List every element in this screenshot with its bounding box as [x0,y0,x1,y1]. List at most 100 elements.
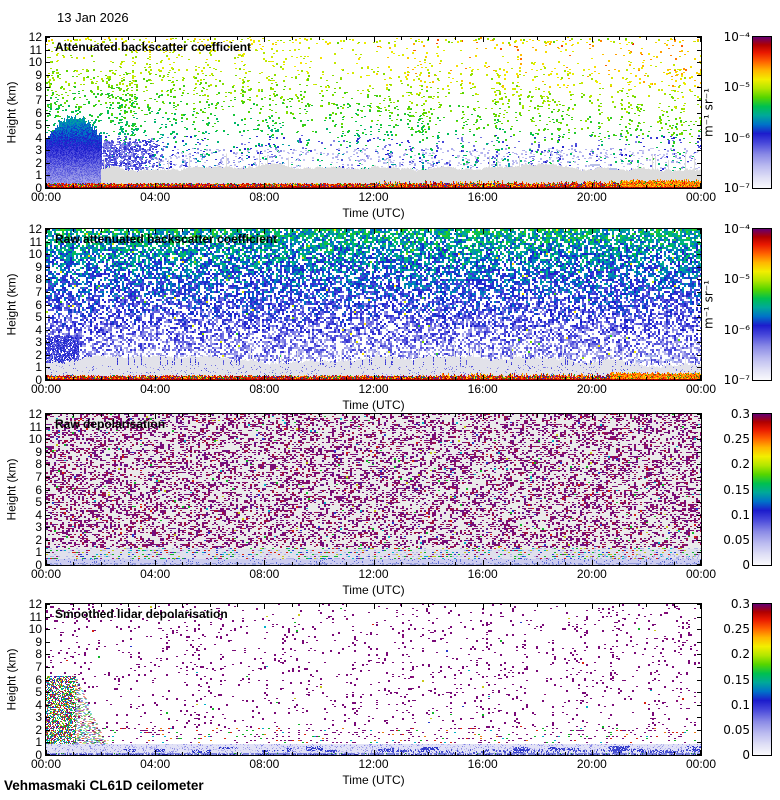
y-tick-label: 2 [35,347,42,362]
x-tick-label: 16:00 [467,190,498,204]
y-tick-label: 7 [35,659,42,674]
y-tick-label: 3 [35,520,42,535]
panel-raw-backscatter: Height (km) 12 11 10 9 8 7 6 5 4 3 2 1 0 Raw attenua… [0,222,780,412]
panel-raw-depolarisation: Height (km) 12 11 10 9 8 7 6 5 4 3 2 1 0 Raw depolar… [0,407,780,597]
x-tick-label: 16:00 [467,757,498,771]
x-tick-label: 04:00 [140,567,171,581]
y-tick-label: 1 [35,168,42,183]
x-tick-label: 04:00 [140,382,171,396]
y-tick-label: 8 [35,272,42,287]
y-tick-label: 9 [35,67,42,82]
y-axis-ticks: 12 11 10 9 8 7 6 5 4 3 2 1 0 [20,222,42,387]
x-tick-label: 00:00 [685,567,717,581]
x-tick-label: 08:00 [249,382,280,396]
colorbar-tick-labels: 0.3 0.25 0.2 0.15 0.1 0.05 0 [690,597,750,762]
plot-area: Raw depolarisation [45,413,702,566]
x-tick-label: 00:00 [685,757,717,771]
y-axis-ticks: 12 11 10 9 8 7 6 5 4 3 2 1 0 [20,30,42,195]
y-tick-label: 1 [35,545,42,560]
colorbar-tick-label: 0.25 [723,432,750,447]
plot-area: Attenuated backscatter coefficient [45,36,702,189]
y-tick-label: 4 [35,697,42,712]
y-tick-label: 0 [35,748,42,762]
x-tick-label: 00:00 [30,382,62,396]
x-tick-label: 16:00 [467,382,498,396]
y-axis-ticks: 12 11 10 9 8 7 6 5 4 3 2 1 0 [20,597,42,762]
x-axis-ticks: 00:00 04:00 08:00 12:00 16:00 20:00 00:00 [31,757,716,771]
y-tick-label: 12 [28,597,42,611]
y-tick-label: 7 [35,469,42,484]
colorbar-tick-label: 10⁻⁷ [723,181,750,195]
y-tick-label: 5 [35,310,42,325]
colorbar-tick-label: 0.25 [723,622,750,637]
y-axis-ticks: 12 11 10 9 8 7 6 5 4 3 2 1 0 [20,407,42,572]
colorbar [752,603,772,756]
colorbar-tick-label: 0.2 [730,647,750,662]
x-axis-label: Time (UTC) [342,583,405,597]
colorbar-tick-label: 10⁻⁵ [723,272,750,287]
y-tick-label: 3 [35,143,42,158]
colorbar-tick-label: 0.3 [730,597,750,611]
y-tick-label: 8 [35,647,42,662]
x-tick-label: 20:00 [576,382,607,396]
y-tick-label: 10 [28,622,42,637]
y-tick-label: 2 [35,722,42,737]
y-tick-label: 9 [35,259,42,274]
y-tick-label: 1 [35,735,42,750]
colorbar-tick-labels: 0.3 0.25 0.2 0.15 0.1 0.05 0 [690,407,750,572]
y-tick-label: 0 [35,373,42,387]
y-tick-label: 7 [35,92,42,107]
plot-title: Raw depolarisation [55,417,166,431]
y-tick-label: 0 [35,558,42,572]
y-tick-label: 10 [28,55,42,70]
colorbar-tick-labels: 10⁻⁴ 10⁻⁵ 10⁻⁶ 10⁻⁷ [690,222,750,387]
y-tick-label: 11 [29,42,42,57]
y-tick-label: 0 [35,181,42,195]
plot-title: Smoothed lidar depolarisation [55,607,228,621]
y-tick-label: 7 [35,284,42,299]
y-tick-label: 12 [28,222,42,236]
x-tick-label: 12:00 [358,757,389,771]
x-tick-label: 12:00 [358,382,389,396]
colorbar-tick-label: 0.05 [723,722,750,737]
x-tick-label: 20:00 [576,757,607,771]
plot-title: Raw attenuated backscatter coefficient [55,232,278,246]
x-tick-label: 00:00 [30,190,62,204]
x-tick-label: 20:00 [576,190,607,204]
y-tick-label: 1 [35,360,42,375]
colorbar-tick-label: 0 [742,558,750,572]
colorbar-tick-label: 10⁻⁶ [723,130,750,145]
x-tick-label: 12:00 [358,567,389,581]
y-axis-label: Height (km) [4,648,19,711]
colorbar [752,36,772,189]
panel-smoothed-depolarisation: Height (km) 12 11 10 9 8 7 6 5 4 3 2 1 0 Smoothed li… [0,597,780,787]
y-tick-label: 10 [28,247,42,262]
colorbar-tick-label: 0.1 [730,507,750,522]
colorbar-canvas [753,604,771,755]
colorbar-unit-label: m⁻¹ sr⁻¹ [701,88,716,137]
x-tick-label: 20:00 [576,567,607,581]
x-tick-label: 00:00 [30,567,62,581]
colorbar-tick-label: 0.3 [730,407,750,421]
x-tick-label: 04:00 [140,757,171,771]
y-tick-label: 12 [28,407,42,421]
colorbar-tick-label: 10⁻⁴ [723,30,750,44]
y-tick-label: 3 [35,335,42,350]
colorbar-canvas [753,414,771,565]
x-tick-label: 08:00 [249,757,280,771]
colorbar-tick-label: 10⁻⁵ [723,80,750,95]
y-tick-label: 12 [28,30,42,44]
colorbar-tick-label: 10⁻⁷ [723,373,750,387]
heatmap-canvas [46,229,701,380]
colorbar-canvas [753,37,771,188]
x-axis-ticks: 00:00 04:00 08:00 12:00 16:00 20:00 00:00 [31,382,716,396]
x-tick-label: 08:00 [249,190,280,204]
y-tick-label: 6 [35,672,42,687]
y-tick-label: 9 [35,634,42,649]
x-tick-label: 16:00 [467,567,498,581]
y-tick-label: 5 [35,118,42,133]
y-tick-label: 4 [35,322,42,337]
y-tick-label: 11 [29,419,42,434]
y-tick-label: 4 [35,130,42,145]
